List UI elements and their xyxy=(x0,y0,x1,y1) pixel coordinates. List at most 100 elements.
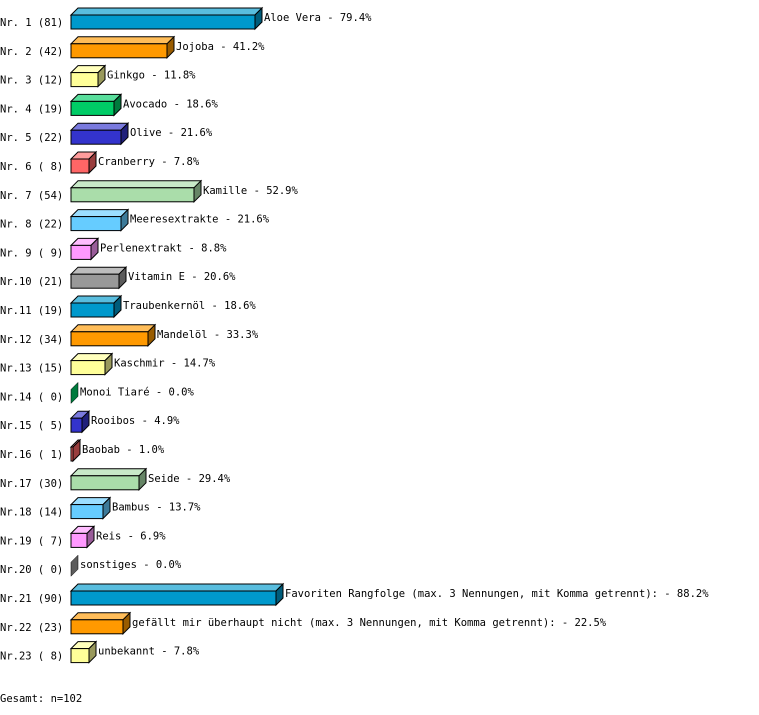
row-rank-label: Nr.18 (14) xyxy=(0,507,63,519)
bar xyxy=(70,590,277,606)
bar-value-label: Reis - 6.9% xyxy=(96,530,166,542)
row-rank-label: Nr.17 (30) xyxy=(0,478,63,490)
bar xyxy=(70,619,124,635)
bar-value-label: Traubenkernöl - 18.6% xyxy=(123,300,256,312)
row-rank-label: Nr. 2 (42) xyxy=(0,46,63,58)
bar xyxy=(70,360,106,376)
row-rank-label: Nr. 9 ( 9) xyxy=(0,247,63,259)
bar-top xyxy=(69,612,132,621)
bar-value-label: Olive - 21.6% xyxy=(130,127,213,139)
bar-side xyxy=(88,150,97,175)
bar-value-label: Cranberry - 7.8% xyxy=(98,156,200,168)
bar-value-label: Avocado - 18.6% xyxy=(123,98,219,110)
bar xyxy=(70,100,115,116)
bar-top xyxy=(69,295,123,304)
bar xyxy=(70,158,90,174)
bar-top xyxy=(69,266,128,275)
bar-value-label: Rooibos - 4.9% xyxy=(91,415,180,427)
row-rank-label: Nr. 5 (22) xyxy=(0,132,63,144)
bar xyxy=(70,129,122,145)
row-rank-label: Nr. 1 (81) xyxy=(0,17,63,29)
bar-side xyxy=(118,265,127,290)
bar-side xyxy=(193,179,202,204)
bar xyxy=(70,532,88,548)
bar-top xyxy=(69,209,130,218)
bar-value-label: Vitamin E - 20.6% xyxy=(128,271,236,283)
bar-value-label: Mandelöl - 33.3% xyxy=(157,329,259,341)
bar-side xyxy=(97,64,106,88)
bar-value-label: Ginkgo - 11.8% xyxy=(107,70,196,82)
bar-value-label: Aloe Vera - 79.4% xyxy=(264,12,372,24)
bar xyxy=(70,417,83,433)
bar-value-label: Jojoba - 41.2% xyxy=(176,41,265,53)
bar-side xyxy=(72,438,81,463)
row-rank-label: Nr.19 ( 7) xyxy=(0,535,63,547)
bar-side xyxy=(113,294,122,319)
bar-side xyxy=(90,237,99,261)
bar-side xyxy=(122,611,131,636)
bar-value-label: Seide - 29.4% xyxy=(148,473,231,485)
bar-value-label: Favoriten Rangfolge (max. 3 Nennungen, m… xyxy=(285,588,709,600)
bar xyxy=(70,244,92,260)
row-rank-label: Nr.15 ( 5) xyxy=(0,420,63,432)
bar-value-label: unbekannt - 7.8% xyxy=(98,646,200,658)
bar-side xyxy=(120,121,129,146)
bar-side xyxy=(275,582,284,607)
row-rank-label: Nr. 3 (12) xyxy=(0,75,63,87)
bar-side xyxy=(81,409,90,434)
bar-side xyxy=(138,467,147,492)
bar-value-label: Bambus - 13.7% xyxy=(112,502,201,514)
bar-value-label: gefällt mir überhaupt nicht (max. 3 Nenn… xyxy=(132,617,607,629)
bar-top xyxy=(69,324,157,333)
bar-value-label: Kamille - 52.9% xyxy=(203,185,299,197)
bar-side xyxy=(166,35,175,60)
row-rank-label: Nr.20 ( 0) xyxy=(0,564,63,576)
bar xyxy=(70,331,149,347)
row-rank-label: Nr.21 (90) xyxy=(0,593,63,605)
row-rank-label: Nr. 7 (54) xyxy=(0,190,63,202)
row-rank-label: Nr.13 (15) xyxy=(0,363,63,375)
bar-value-label: Baobab - 1.0% xyxy=(82,444,165,456)
bar-top xyxy=(69,7,264,16)
bar xyxy=(70,43,168,59)
bar xyxy=(70,187,195,203)
row-rank-label: Nr.22 (23) xyxy=(0,622,63,634)
row-rank-label: Nr. 8 (22) xyxy=(0,219,63,231)
bar-side xyxy=(86,525,95,549)
row-rank-label: Nr.10 (21) xyxy=(0,276,63,288)
row-rank-label: Nr.14 ( 0) xyxy=(0,391,63,403)
bar xyxy=(70,216,122,232)
row-rank-label: Nr.23 ( 8) xyxy=(0,651,63,663)
bar-value-label: Perlenextrakt - 8.8% xyxy=(100,242,227,254)
row-rank-label: Nr.16 ( 1) xyxy=(0,449,63,461)
bar-top xyxy=(69,93,123,102)
bar-side xyxy=(102,496,111,520)
bar-value-label: sonstiges - 0.0% xyxy=(80,559,182,571)
bar-side xyxy=(147,323,156,348)
row-rank-label: Nr. 6 ( 8) xyxy=(0,161,63,173)
bar-top xyxy=(69,36,176,45)
row-rank-label: Nr. 4 (19) xyxy=(0,103,63,115)
bar xyxy=(70,14,256,30)
bar-top xyxy=(69,468,148,477)
bar-side xyxy=(113,93,122,117)
bar-side xyxy=(70,554,79,577)
bar-value-label: Monoi Tiaré - 0.0% xyxy=(80,386,194,398)
bar-side xyxy=(254,6,263,31)
bar xyxy=(70,72,99,88)
bar-value-label: Kaschmir - 14.7% xyxy=(114,358,216,370)
row-rank-label: Nr.11 (19) xyxy=(0,305,63,317)
bar xyxy=(70,273,120,289)
bar-side xyxy=(70,381,79,405)
bar-top xyxy=(69,122,130,131)
bar-value-label: Meeresextrakte - 21.6% xyxy=(130,214,270,226)
bar xyxy=(70,475,140,491)
total-footer: Gesamt: n=102 xyxy=(0,693,82,705)
bar xyxy=(70,504,104,520)
bar-side xyxy=(88,640,97,664)
bar xyxy=(70,648,90,664)
bar-top xyxy=(69,583,285,592)
bar-side xyxy=(120,208,129,232)
row-rank-label: Nr.12 (34) xyxy=(0,334,63,346)
